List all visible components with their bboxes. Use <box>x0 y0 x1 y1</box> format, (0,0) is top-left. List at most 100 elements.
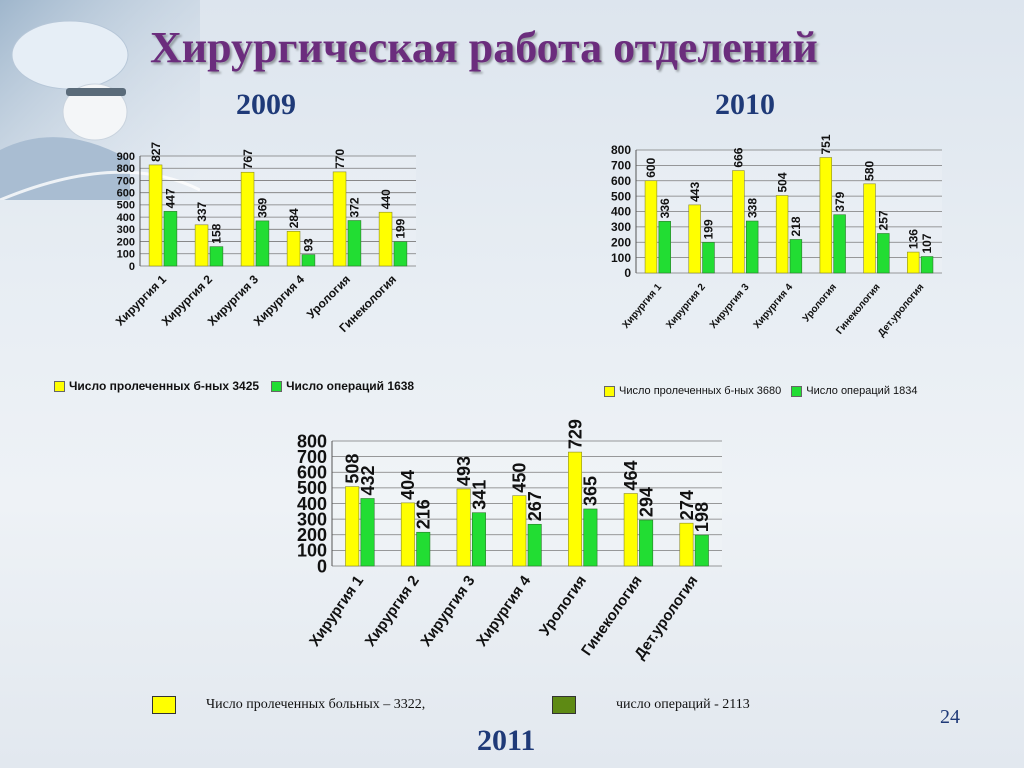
data-label-patients: 284 <box>287 208 301 228</box>
bar-patients <box>345 486 360 567</box>
y-tick-label: 700 <box>117 175 135 187</box>
bar-patients <box>332 171 347 267</box>
data-label-patients: 770 <box>333 149 347 169</box>
y-tick-label: 200 <box>117 236 135 248</box>
data-label-operations: 218 <box>789 216 803 236</box>
data-label-operations: 107 <box>920 233 934 253</box>
bar-patients <box>512 495 527 567</box>
legend-2011-label-operations: число операций - 2113 <box>616 697 750 712</box>
data-label-operations: 369 <box>256 198 270 218</box>
data-label-patients: 337 <box>195 201 209 221</box>
data-label-operations: 93 <box>302 238 316 252</box>
data-label-operations: 294 <box>636 487 656 517</box>
bar-patients <box>819 157 833 274</box>
x-tick-label: Хирургия 4 <box>473 572 534 650</box>
data-label-patients: 751 <box>819 134 833 154</box>
y-tick-label: 200 <box>611 235 631 249</box>
y-tick-label: 700 <box>297 447 327 467</box>
y-tick-label: 200 <box>297 525 327 545</box>
data-label-patients: 440 <box>379 189 393 209</box>
y-tick-label: 800 <box>611 143 631 157</box>
legend-2011-label-patients: Число пролеченных больных – 3322, <box>206 697 426 712</box>
year-2009-label: 2009 <box>236 88 296 121</box>
bar-patients <box>378 211 393 267</box>
y-tick-label: 300 <box>297 509 327 529</box>
data-label-patients: 666 <box>732 147 746 167</box>
bar-operations <box>360 498 375 567</box>
y-tick-label: 400 <box>611 205 631 219</box>
bar-patients <box>194 224 209 267</box>
legend-label-patients: Число пролеченных б-ных 3425 <box>69 379 260 393</box>
y-tick-label: 400 <box>297 494 327 514</box>
y-tick-label: 800 <box>117 163 135 175</box>
data-label-operations: 338 <box>745 198 759 218</box>
data-label-operations: 341 <box>469 480 489 510</box>
data-label-operations: 365 <box>581 476 601 506</box>
legend-2010: Число пролеченных б-ных 3680 Число опера… <box>604 385 918 397</box>
legend-swatch-patients <box>54 380 65 392</box>
legend-label-patients: Число пролеченных б-ных 3680 <box>619 385 782 397</box>
year-2010-label: 2010 <box>715 88 775 121</box>
data-label-operations: 267 <box>525 491 545 521</box>
bar-operations <box>471 512 486 567</box>
bar-operations <box>301 254 316 267</box>
bar-patients <box>240 171 255 267</box>
data-label-patients: 729 <box>565 419 585 449</box>
data-label-patients: 136 <box>906 229 920 249</box>
y-tick-label: 600 <box>297 463 327 483</box>
legend-2011-swatch-patients <box>152 696 176 714</box>
bar-patients <box>286 230 301 267</box>
bar-operations <box>694 534 709 567</box>
legend-label-operations: Число операций 1834 <box>806 385 918 397</box>
bar-patients <box>863 183 876 274</box>
y-tick-label: 100 <box>611 251 631 265</box>
bar-operations <box>583 508 598 567</box>
plot-area <box>140 156 416 266</box>
bar-patients <box>679 522 694 567</box>
data-label-operations: 336 <box>658 198 672 218</box>
legend-2011-swatch-operations <box>552 696 576 714</box>
bar-operations <box>163 211 178 267</box>
y-tick-label: 800 <box>297 431 327 451</box>
y-tick-label: 100 <box>117 249 135 261</box>
bar-operations <box>789 239 803 274</box>
bar-operations <box>877 233 890 274</box>
y-tick-label: 700 <box>611 159 631 173</box>
data-label-operations: 158 <box>210 223 224 243</box>
data-label-patients: 827 <box>149 142 163 162</box>
bar-patients <box>400 502 415 567</box>
bar-operations <box>209 246 224 267</box>
bar-patients <box>568 451 583 567</box>
page-number: 24 <box>940 706 960 728</box>
y-tick-label: 0 <box>129 261 135 273</box>
bar-patients <box>688 204 701 274</box>
x-tick-label: Хирургия 2 <box>362 573 423 650</box>
data-label-patients: 493 <box>454 456 474 486</box>
data-label-patients: 600 <box>644 157 658 177</box>
y-tick-label: 0 <box>624 266 631 280</box>
bar-patients <box>644 180 658 274</box>
data-label-operations: 199 <box>702 219 716 239</box>
year-2011-label: 2011 <box>477 724 536 757</box>
y-tick-label: 900 <box>117 151 135 163</box>
surgeon-photo <box>0 0 200 200</box>
legend-2009: Число пролеченных б-ных 3425 Число опера… <box>54 379 414 393</box>
y-tick-label: 300 <box>611 220 631 234</box>
data-label-operations: 447 <box>164 188 178 208</box>
bar-operations <box>745 220 759 274</box>
bar-patients <box>456 488 471 567</box>
bar-patients <box>148 164 163 267</box>
bar-operations <box>255 220 270 267</box>
page-title: Хирургическая работа отделений <box>150 23 818 72</box>
y-tick-label: 0 <box>317 556 327 576</box>
data-label-patients: 767 <box>241 149 255 169</box>
data-label-patients: 508 <box>342 454 362 484</box>
data-label-patients: 580 <box>863 160 877 180</box>
legend-swatch-operations <box>791 385 803 397</box>
bar-operations <box>920 256 934 274</box>
bar-patients <box>907 251 920 274</box>
